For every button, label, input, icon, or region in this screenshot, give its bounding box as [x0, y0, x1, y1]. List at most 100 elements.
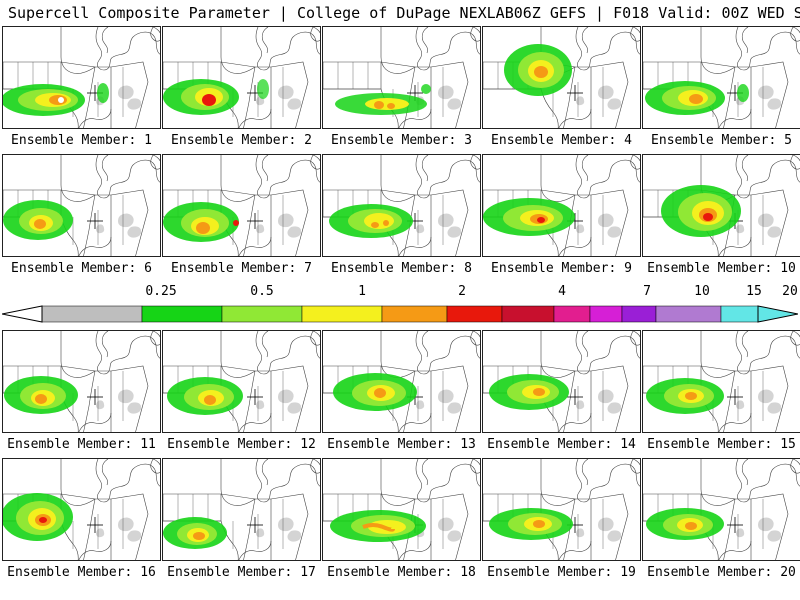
panel-wrap-9: Ensemble Member: 9 — [482, 154, 641, 282]
map-panel-20[interactable] — [642, 458, 800, 561]
panel-label-8: Ensemble Member: 8 — [322, 257, 481, 282]
scp-blob-svg-18 — [323, 459, 481, 561]
panel-wrap-6: Ensemble Member: 6 — [2, 154, 161, 282]
panel-label-4: Ensemble Member: 4 — [482, 129, 641, 154]
panel-label-15: Ensemble Member: 15 — [642, 433, 800, 458]
panel-label-1: Ensemble Member: 1 — [2, 129, 161, 154]
panel-label-19: Ensemble Member: 19 — [482, 561, 641, 586]
scp-blob-svg-15 — [643, 331, 800, 433]
scp-blob-svg-11 — [3, 331, 161, 433]
colorbar-tick-5: 7 — [643, 284, 651, 299]
scp-blob-svg-20 — [643, 459, 800, 561]
panel-wrap-13: Ensemble Member: 13 — [322, 330, 481, 458]
panel-wrap-1: Ensemble Member: 1 — [2, 26, 161, 154]
scp-blob-svg-17 — [163, 459, 321, 561]
scp-blob-svg-4 — [483, 27, 641, 129]
ensemble-grid: Ensemble Member: 1 Ensemble Member: 2 En… — [2, 26, 798, 586]
map-panel-2[interactable] — [162, 26, 321, 129]
root-page: Supercell Composite Parameter | College … — [0, 0, 800, 600]
map-panel-15[interactable] — [642, 330, 800, 433]
scp-blob-svg-10 — [643, 155, 800, 257]
map-panel-12[interactable] — [162, 330, 321, 433]
colorbar-tick-1: 0.5 — [250, 284, 273, 299]
panel-label-13: Ensemble Member: 13 — [322, 433, 481, 458]
scp-blob-svg-19 — [483, 459, 641, 561]
scp-blob-svg-6 — [3, 155, 161, 257]
colorbar-container: 0.25 0.5 1 2 4 7 10 15 20 25 30 35 — [2, 284, 798, 328]
ensemble-row-0: Ensemble Member: 1 Ensemble Member: 2 En… — [2, 26, 798, 154]
map-panel-10[interactable] — [642, 154, 800, 257]
map-panel-7[interactable] — [162, 154, 321, 257]
map-panel-14[interactable] — [482, 330, 641, 433]
scp-blob-svg-2 — [163, 27, 321, 129]
panel-label-16: Ensemble Member: 16 — [2, 561, 161, 586]
colorbar-tick-4: 4 — [558, 284, 566, 299]
scp-blob-svg-9 — [483, 155, 641, 257]
panel-wrap-19: Ensemble Member: 19 — [482, 458, 641, 586]
panel-label-12: Ensemble Member: 12 — [162, 433, 321, 458]
map-panel-1[interactable] — [2, 26, 161, 129]
panel-wrap-8: Ensemble Member: 8 — [322, 154, 481, 282]
panel-wrap-10: Ensemble Member: 10 — [642, 154, 800, 282]
colorbar-tick-8: 20 — [782, 284, 798, 299]
map-panel-8[interactable] — [322, 154, 481, 257]
scp-blob-svg-3 — [323, 27, 481, 129]
ensemble-row-2: Ensemble Member: 11 Ensemble Member: 12 … — [2, 330, 798, 458]
panel-label-20: Ensemble Member: 20 — [642, 561, 800, 586]
colorbar-tick-labels: 0.25 0.5 1 2 4 7 10 15 20 25 30 35 — [2, 284, 798, 304]
panel-wrap-15: Ensemble Member: 15 — [642, 330, 800, 458]
panel-label-9: Ensemble Member: 9 — [482, 257, 641, 282]
panel-wrap-17: Ensemble Member: 17 — [162, 458, 321, 586]
colorbar-tick-0: 0.25 — [145, 284, 176, 299]
panel-wrap-5: Ensemble Member: 5 — [642, 26, 800, 154]
map-panel-13[interactable] — [322, 330, 481, 433]
map-panel-17[interactable] — [162, 458, 321, 561]
scp-blob-svg-13 — [323, 331, 481, 433]
colorbar-tick-2: 1 — [358, 284, 366, 299]
panel-wrap-16: Ensemble Member: 16 — [2, 458, 161, 586]
colorbar-gradient-track[interactable] — [2, 304, 798, 324]
panel-wrap-7: Ensemble Member: 7 — [162, 154, 321, 282]
panel-wrap-3: Ensemble Member: 3 — [322, 26, 481, 154]
panel-wrap-4: Ensemble Member: 4 — [482, 26, 641, 154]
panel-label-17: Ensemble Member: 17 — [162, 561, 321, 586]
panel-wrap-2: Ensemble Member: 2 — [162, 26, 321, 154]
map-panel-6[interactable] — [2, 154, 161, 257]
panel-label-10: Ensemble Member: 10 — [642, 257, 800, 282]
map-panel-9[interactable] — [482, 154, 641, 257]
panel-wrap-12: Ensemble Member: 12 — [162, 330, 321, 458]
panel-label-3: Ensemble Member: 3 — [322, 129, 481, 154]
panel-label-11: Ensemble Member: 11 — [2, 433, 161, 458]
panel-label-14: Ensemble Member: 14 — [482, 433, 641, 458]
colorbar-svg — [2, 304, 798, 324]
colorbar-tick-6: 10 — [694, 284, 710, 299]
header-bar: Supercell Composite Parameter | College … — [8, 4, 792, 24]
scp-blob-svg-12 — [163, 331, 321, 433]
map-panel-3[interactable] — [322, 26, 481, 129]
colorbar-tick-3: 2 — [458, 284, 466, 299]
map-panel-18[interactable] — [322, 458, 481, 561]
map-panel-4[interactable] — [482, 26, 641, 129]
panel-label-18: Ensemble Member: 18 — [322, 561, 481, 586]
scp-blob-svg-16 — [3, 459, 161, 561]
ensemble-row-1: Ensemble Member: 6 Ensemble Member: 7 En… — [2, 154, 798, 282]
scp-blob-svg-8 — [323, 155, 481, 257]
panel-wrap-11: Ensemble Member: 11 — [2, 330, 161, 458]
scp-blob-svg-1 — [3, 27, 161, 129]
map-panel-19[interactable] — [482, 458, 641, 561]
map-panel-16[interactable] — [2, 458, 161, 561]
chart-title: Supercell Composite Parameter | College … — [8, 4, 514, 24]
scp-blob-svg-5 — [643, 27, 800, 129]
panel-label-2: Ensemble Member: 2 — [162, 129, 321, 154]
panel-wrap-18: Ensemble Member: 18 — [322, 458, 481, 586]
ensemble-row-3: Ensemble Member: 16 Ensemble Member: 17 … — [2, 458, 798, 586]
panel-label-7: Ensemble Member: 7 — [162, 257, 321, 282]
panel-label-6: Ensemble Member: 6 — [2, 257, 161, 282]
run-info-label: 06Z GEFS | F018 Valid: 00Z WED SEP 24 20… — [514, 4, 800, 24]
scp-blob-svg-7 — [163, 155, 321, 257]
panel-label-5: Ensemble Member: 5 — [642, 129, 800, 154]
map-panel-11[interactable] — [2, 330, 161, 433]
scp-blob-svg-14 — [483, 331, 641, 433]
map-panel-5[interactable] — [642, 26, 800, 129]
panel-wrap-14: Ensemble Member: 14 — [482, 330, 641, 458]
